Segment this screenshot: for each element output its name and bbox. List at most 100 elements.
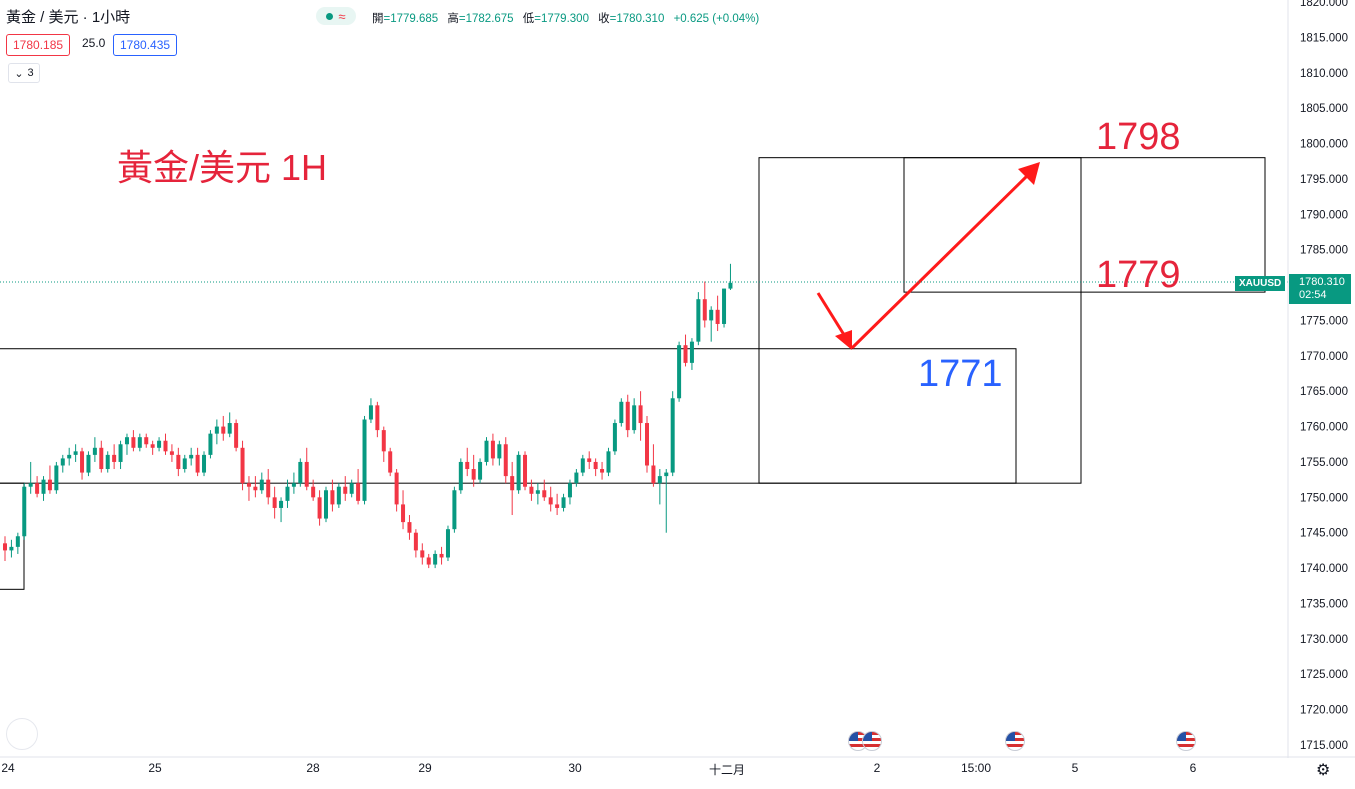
candle-body [567,483,572,498]
us-flag-event-icon[interactable] [862,731,882,751]
candle-body [715,309,720,324]
price-axis-label: 1815.000 [1300,32,1348,44]
symbol-title[interactable]: 黃金 / 美元 · 1小時 [6,9,131,26]
candle-body [651,465,656,484]
price-axis-label: 1750.000 [1300,492,1348,504]
candle-body [285,486,290,501]
candle-body [689,341,694,363]
candle-body [227,423,232,434]
candle-body [163,440,168,452]
candle-body [124,437,129,445]
price-axis-label: 1720.000 [1300,705,1348,717]
candle-body [304,461,309,487]
candle-body [131,437,136,448]
buy-button[interactable]: 1780.435 [113,34,178,56]
price-axis-label: 1800.000 [1300,139,1348,151]
candle-body [484,440,489,462]
candle-body [632,405,637,431]
candle-body [728,282,733,289]
candle-body [587,458,592,462]
candle-body [548,497,553,505]
candle-body [9,546,14,551]
candle-body [497,444,502,459]
candle-body [407,522,412,533]
last-price-value: 1780.310 [1299,276,1345,288]
price-axis-label: 1785.000 [1300,245,1348,257]
settings-gear-icon[interactable]: ⚙ [1316,762,1331,779]
candle-body [298,461,303,484]
candle-body [612,423,617,452]
candle-body [683,345,688,363]
annotation-rectangle [758,157,1082,484]
candle-body [221,426,226,434]
candle-body [279,500,284,508]
candle-body [606,451,611,473]
last-price-tag: 1780.310 02:54 [1289,274,1351,304]
candle-body [112,454,117,462]
indicators-toggle-button[interactable]: ⌄ 3 [8,63,40,83]
annotation-level-1798: 1798 [1096,116,1181,158]
us-flag-event-icon[interactable] [1176,731,1196,751]
annotation-rectangle [903,157,1266,293]
price-axis-label: 1810.000 [1300,68,1348,80]
candle-body [593,461,598,470]
price-axis-label: 1795.000 [1300,174,1348,186]
price-axis-label: 1715.000 [1300,740,1348,752]
candle-body [645,423,649,466]
price-axis-label: 1760.000 [1300,422,1348,434]
price-axis-label: 1745.000 [1300,528,1348,540]
price-axis: 1715.000 1720.000 1725.000 1730.000 1735.000… [1300,0,1348,752]
candle-body [28,483,33,487]
annotation-level-1779: 1779 [1096,254,1181,296]
price-axis-label: 1755.000 [1300,457,1348,469]
candle-body [356,483,361,501]
change-value: +0.625 (+0.04%) [673,13,760,25]
candle-body [118,444,123,462]
price-axis-label: 1735.000 [1300,598,1348,610]
candle-body [349,483,354,494]
time-axis-label: 2 [873,761,881,775]
candle-body [144,437,149,445]
us-flag-event-icon[interactable] [1005,731,1025,751]
candle-body [150,444,155,448]
candle-body [381,430,386,452]
candle-body [137,437,142,448]
indicators-count: 3 [27,67,34,79]
candle-body [259,479,264,491]
candle-body [439,553,444,558]
time-axis-label: 6 [1189,761,1197,775]
sell-button[interactable]: 1780.185 [6,34,71,56]
open-label: 開 [372,13,384,25]
candle-body [677,345,682,399]
candle-body [702,299,707,321]
candle-body [317,497,322,519]
candle-body [234,423,239,448]
candle-body [420,550,425,558]
annotation-level-1771: 1771 [918,353,1003,395]
candle-body [15,536,20,547]
candle-body [41,479,46,494]
spread-value: 25.0 [82,36,106,50]
price-axis-label: 1805.000 [1300,103,1348,115]
candle-body [394,472,399,505]
candle-body [401,504,406,523]
candle-body [503,444,508,477]
candle-body [67,454,72,459]
market-status-pill[interactable]: ≈ [316,7,356,25]
arrow-down-line [816,292,848,339]
candle-body [176,454,181,470]
close-label: 收 [598,13,610,25]
candle-body [266,479,271,498]
candle-body [388,451,393,473]
candle-body [73,451,78,455]
candle-body [523,454,528,487]
candle-body [311,486,316,498]
candle-body [516,454,521,491]
candle-body [272,497,277,508]
candle-body [657,476,662,484]
candle-body [600,469,605,473]
candle-body [535,490,540,494]
candle-body [670,398,675,473]
